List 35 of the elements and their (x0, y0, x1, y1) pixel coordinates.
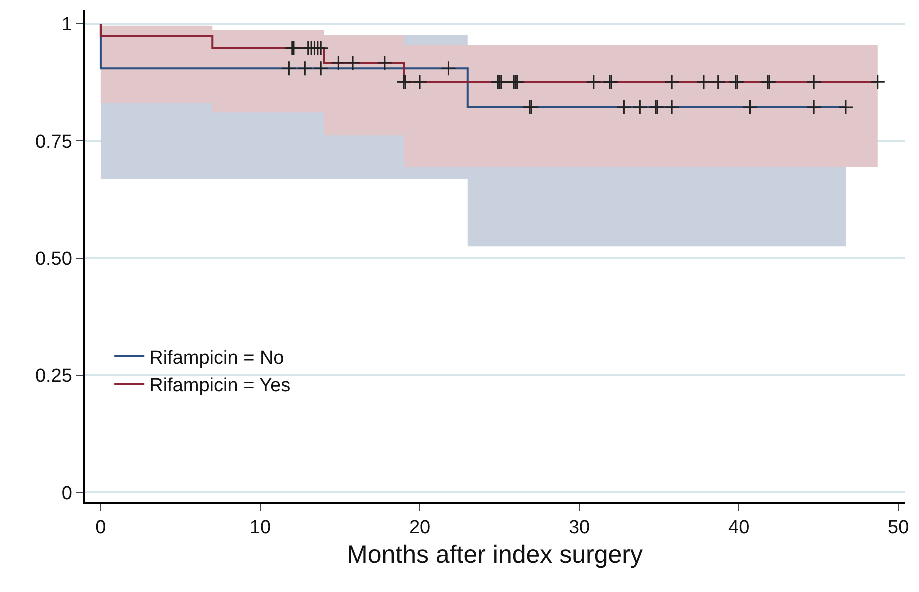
x-axis-title: Months after index surgery (347, 541, 644, 570)
point (281, 60, 297, 76)
point (297, 60, 313, 76)
x-tick-label: 20 (409, 518, 431, 539)
line-series (100, 23, 879, 84)
x-tick-label: 40 (728, 518, 750, 539)
point (377, 55, 393, 71)
legend-label: Rifampicin = Yes (150, 376, 291, 397)
x-tick-label: 30 (568, 518, 590, 539)
point (696, 74, 712, 90)
point (330, 55, 346, 71)
point (440, 60, 456, 76)
x-tick-label: 50 (888, 518, 910, 539)
point (870, 74, 886, 90)
point (345, 55, 361, 71)
point (710, 74, 726, 90)
legend-label: Rifampicin = No (150, 348, 284, 369)
y-tick-label: 1 (62, 14, 72, 36)
y-tick-label: 0.75 (35, 132, 72, 153)
point (412, 74, 428, 90)
point (664, 74, 680, 90)
x-tick-label: 0 (96, 518, 106, 539)
point (586, 74, 602, 90)
point (806, 100, 822, 116)
point (313, 60, 329, 76)
point (664, 100, 680, 116)
x-tick-label: 10 (250, 518, 272, 539)
y-tick-label: 0.50 (35, 248, 72, 270)
y-tick-label: 0.25 (35, 366, 72, 388)
point (742, 100, 758, 116)
y-tick-label: 0 (62, 483, 72, 504)
point (806, 74, 822, 90)
point (838, 100, 854, 116)
point (632, 100, 648, 116)
point (616, 100, 632, 116)
